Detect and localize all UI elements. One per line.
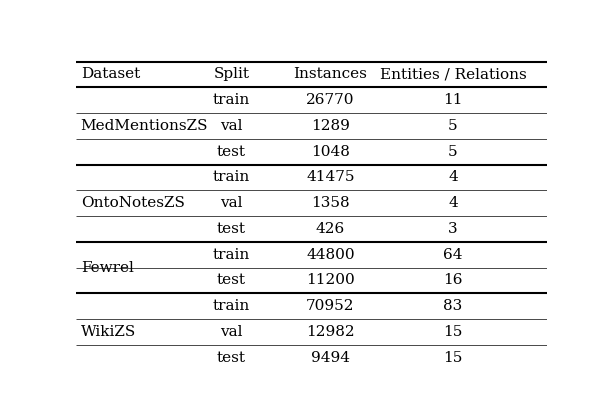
Text: 9494: 9494 — [311, 351, 350, 365]
Text: 26770: 26770 — [306, 93, 354, 107]
Text: 5: 5 — [448, 145, 458, 159]
Text: Instances: Instances — [294, 67, 367, 82]
Text: 70952: 70952 — [306, 299, 354, 313]
Text: val: val — [220, 196, 243, 210]
Text: 4: 4 — [448, 171, 458, 184]
Text: test: test — [217, 273, 246, 288]
Text: Fewrel: Fewrel — [81, 261, 134, 275]
Text: Entities / Relations: Entities / Relations — [379, 67, 527, 82]
Text: 1048: 1048 — [311, 145, 350, 159]
Text: 1289: 1289 — [311, 119, 350, 133]
Text: MedMentionsZS: MedMentionsZS — [81, 119, 208, 133]
Text: train: train — [213, 299, 250, 313]
Text: 64: 64 — [443, 248, 463, 262]
Text: 15: 15 — [443, 325, 463, 339]
Text: 11200: 11200 — [306, 273, 355, 288]
Text: test: test — [217, 222, 246, 236]
Text: 41475: 41475 — [306, 171, 354, 184]
Text: train: train — [213, 248, 250, 262]
Text: val: val — [220, 325, 243, 339]
Text: 83: 83 — [443, 299, 463, 313]
Text: 426: 426 — [316, 222, 345, 236]
Text: Dataset: Dataset — [81, 67, 140, 82]
Text: 4: 4 — [448, 196, 458, 210]
Text: WikiZS: WikiZS — [81, 325, 136, 339]
Text: test: test — [217, 145, 246, 159]
Text: 1358: 1358 — [311, 196, 350, 210]
Text: 11: 11 — [443, 93, 463, 107]
Text: OntoNotesZS: OntoNotesZS — [81, 196, 185, 210]
Text: val: val — [220, 119, 243, 133]
Text: 3: 3 — [448, 222, 458, 236]
Text: 44800: 44800 — [306, 248, 354, 262]
Text: train: train — [213, 171, 250, 184]
Text: 5: 5 — [448, 119, 458, 133]
Text: Split: Split — [213, 67, 249, 82]
Text: train: train — [213, 93, 250, 107]
Text: test: test — [217, 351, 246, 365]
Text: 16: 16 — [443, 273, 463, 288]
Text: 12982: 12982 — [306, 325, 354, 339]
Text: 15: 15 — [443, 351, 463, 365]
